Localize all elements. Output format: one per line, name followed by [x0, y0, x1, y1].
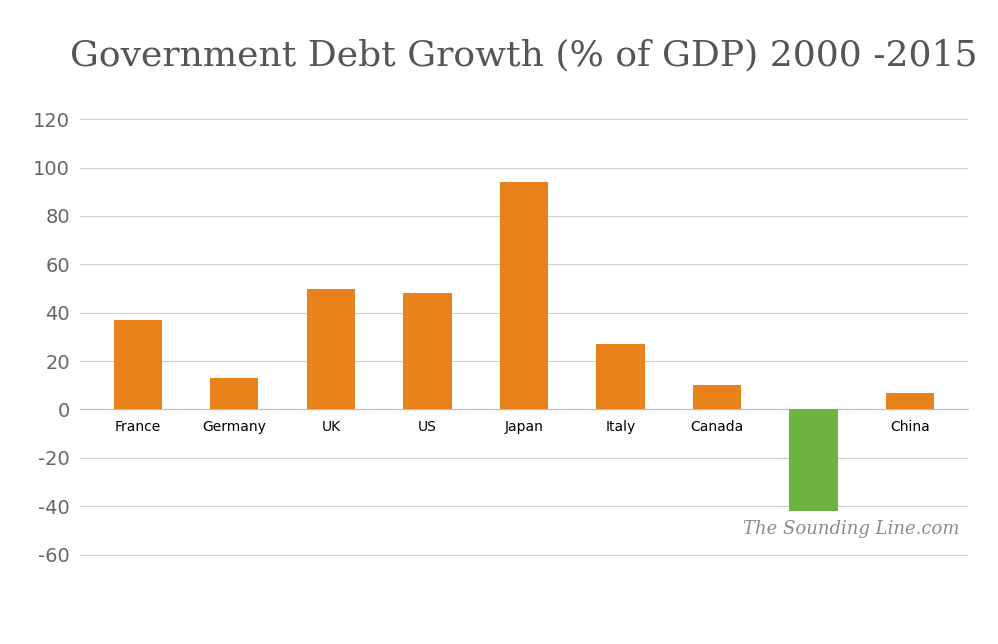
Title: Government Debt Growth (% of GDP) 2000 -2015: Government Debt Growth (% of GDP) 2000 -… — [70, 38, 978, 72]
Bar — [211, 378, 258, 410]
Bar — [886, 393, 934, 410]
Bar — [500, 182, 548, 410]
Bar — [789, 410, 837, 511]
Bar — [597, 344, 645, 410]
Bar — [693, 385, 742, 410]
Text: The Sounding Line.com: The Sounding Line.com — [743, 520, 959, 538]
Bar — [114, 320, 162, 410]
Bar — [306, 289, 355, 410]
Bar — [403, 294, 451, 410]
